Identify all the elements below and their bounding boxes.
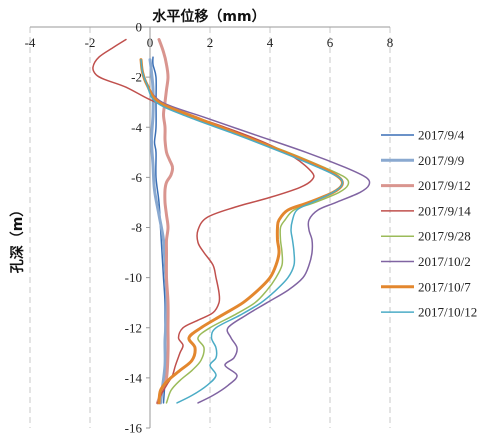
x-tick-label: -2 [85, 35, 96, 50]
legend-label: 2017/10/12 [418, 305, 477, 320]
series-lines [92, 38, 371, 405]
chart-title: 水平位移（mm） [152, 8, 265, 25]
series-line-2017-9-14 [92, 38, 315, 404]
x-tick-label: 8 [387, 35, 394, 50]
y-tick-label: -10 [125, 270, 142, 285]
series-line-2017-10-2 [140, 58, 371, 404]
x-tick-label: -4 [25, 35, 36, 50]
y-tick-label: -4 [131, 120, 142, 135]
grid [29, 27, 391, 428]
y-tick-label: -14 [125, 370, 143, 385]
legend-label: 2017/9/12 [418, 178, 471, 193]
legend-label: 2017/10/7 [418, 279, 471, 294]
legend-label: 2017/9/14 [418, 203, 471, 218]
x-tick-label: 6 [327, 35, 334, 50]
legend-label: 2017/9/4 [418, 128, 465, 143]
y-tick-label: 0 [136, 20, 143, 35]
x-tick-label: 2 [207, 35, 214, 50]
series-line-2017-10-12 [140, 58, 344, 404]
series-line-2017-9-12 [156, 38, 175, 405]
legend-label: 2017/9/28 [418, 229, 471, 244]
axes: -4-2024680-2-4-6-8-10-12-14-16 [25, 20, 394, 436]
y-axis-label: 孔深（m） [9, 203, 26, 274]
y-tick-label: -6 [131, 170, 142, 185]
x-tick-label: 4 [267, 35, 274, 50]
legend-label: 2017/9/9 [418, 153, 464, 168]
y-tick-label: -12 [125, 320, 142, 335]
y-tick-label: -2 [131, 70, 142, 85]
series-line-2017-10-7 [139, 58, 344, 405]
y-tick-label: -8 [131, 220, 142, 235]
y-tick-label: -16 [125, 421, 143, 436]
legend: 2017/9/4 2017/9/9 2017/9/12 2017/9/14 2017/9… [381, 128, 477, 320]
legend-label: 2017/10/2 [418, 254, 471, 269]
